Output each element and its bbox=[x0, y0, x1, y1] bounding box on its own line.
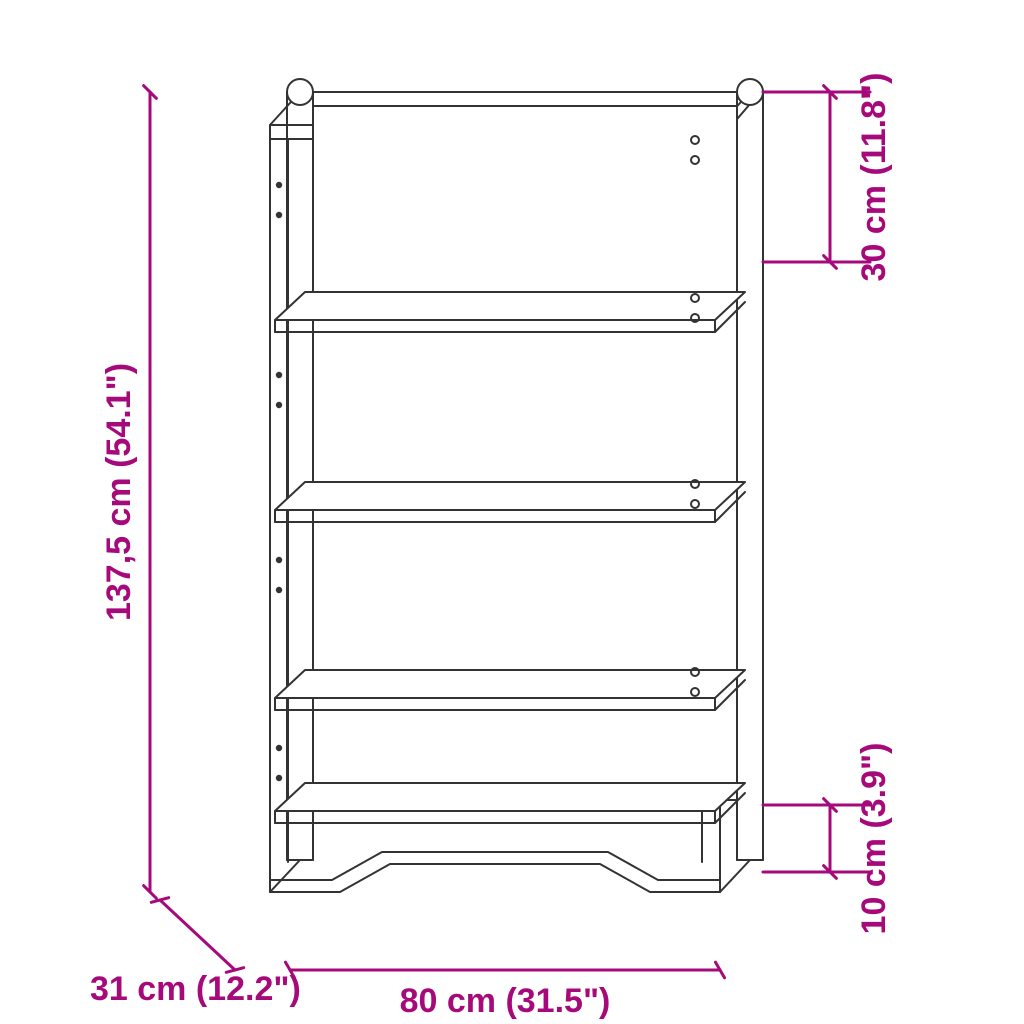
dim-shelfgap-label: 30 cm (11.8") bbox=[855, 73, 893, 282]
dim-height-label: 137,5 cm (54.1") bbox=[100, 363, 138, 621]
dim-width-label: 80 cm (31.5") bbox=[400, 982, 611, 1020]
dim-depth-label: 31 cm (12.2") bbox=[90, 970, 301, 1008]
dim-foot-label: 10 cm (3.9") bbox=[855, 743, 893, 935]
bookshelf-drawing bbox=[270, 79, 763, 892]
dimension-diagram: 137,5 cm (54.1") 31 cm (12.2") 80 cm (31.5… bbox=[0, 0, 1024, 1024]
